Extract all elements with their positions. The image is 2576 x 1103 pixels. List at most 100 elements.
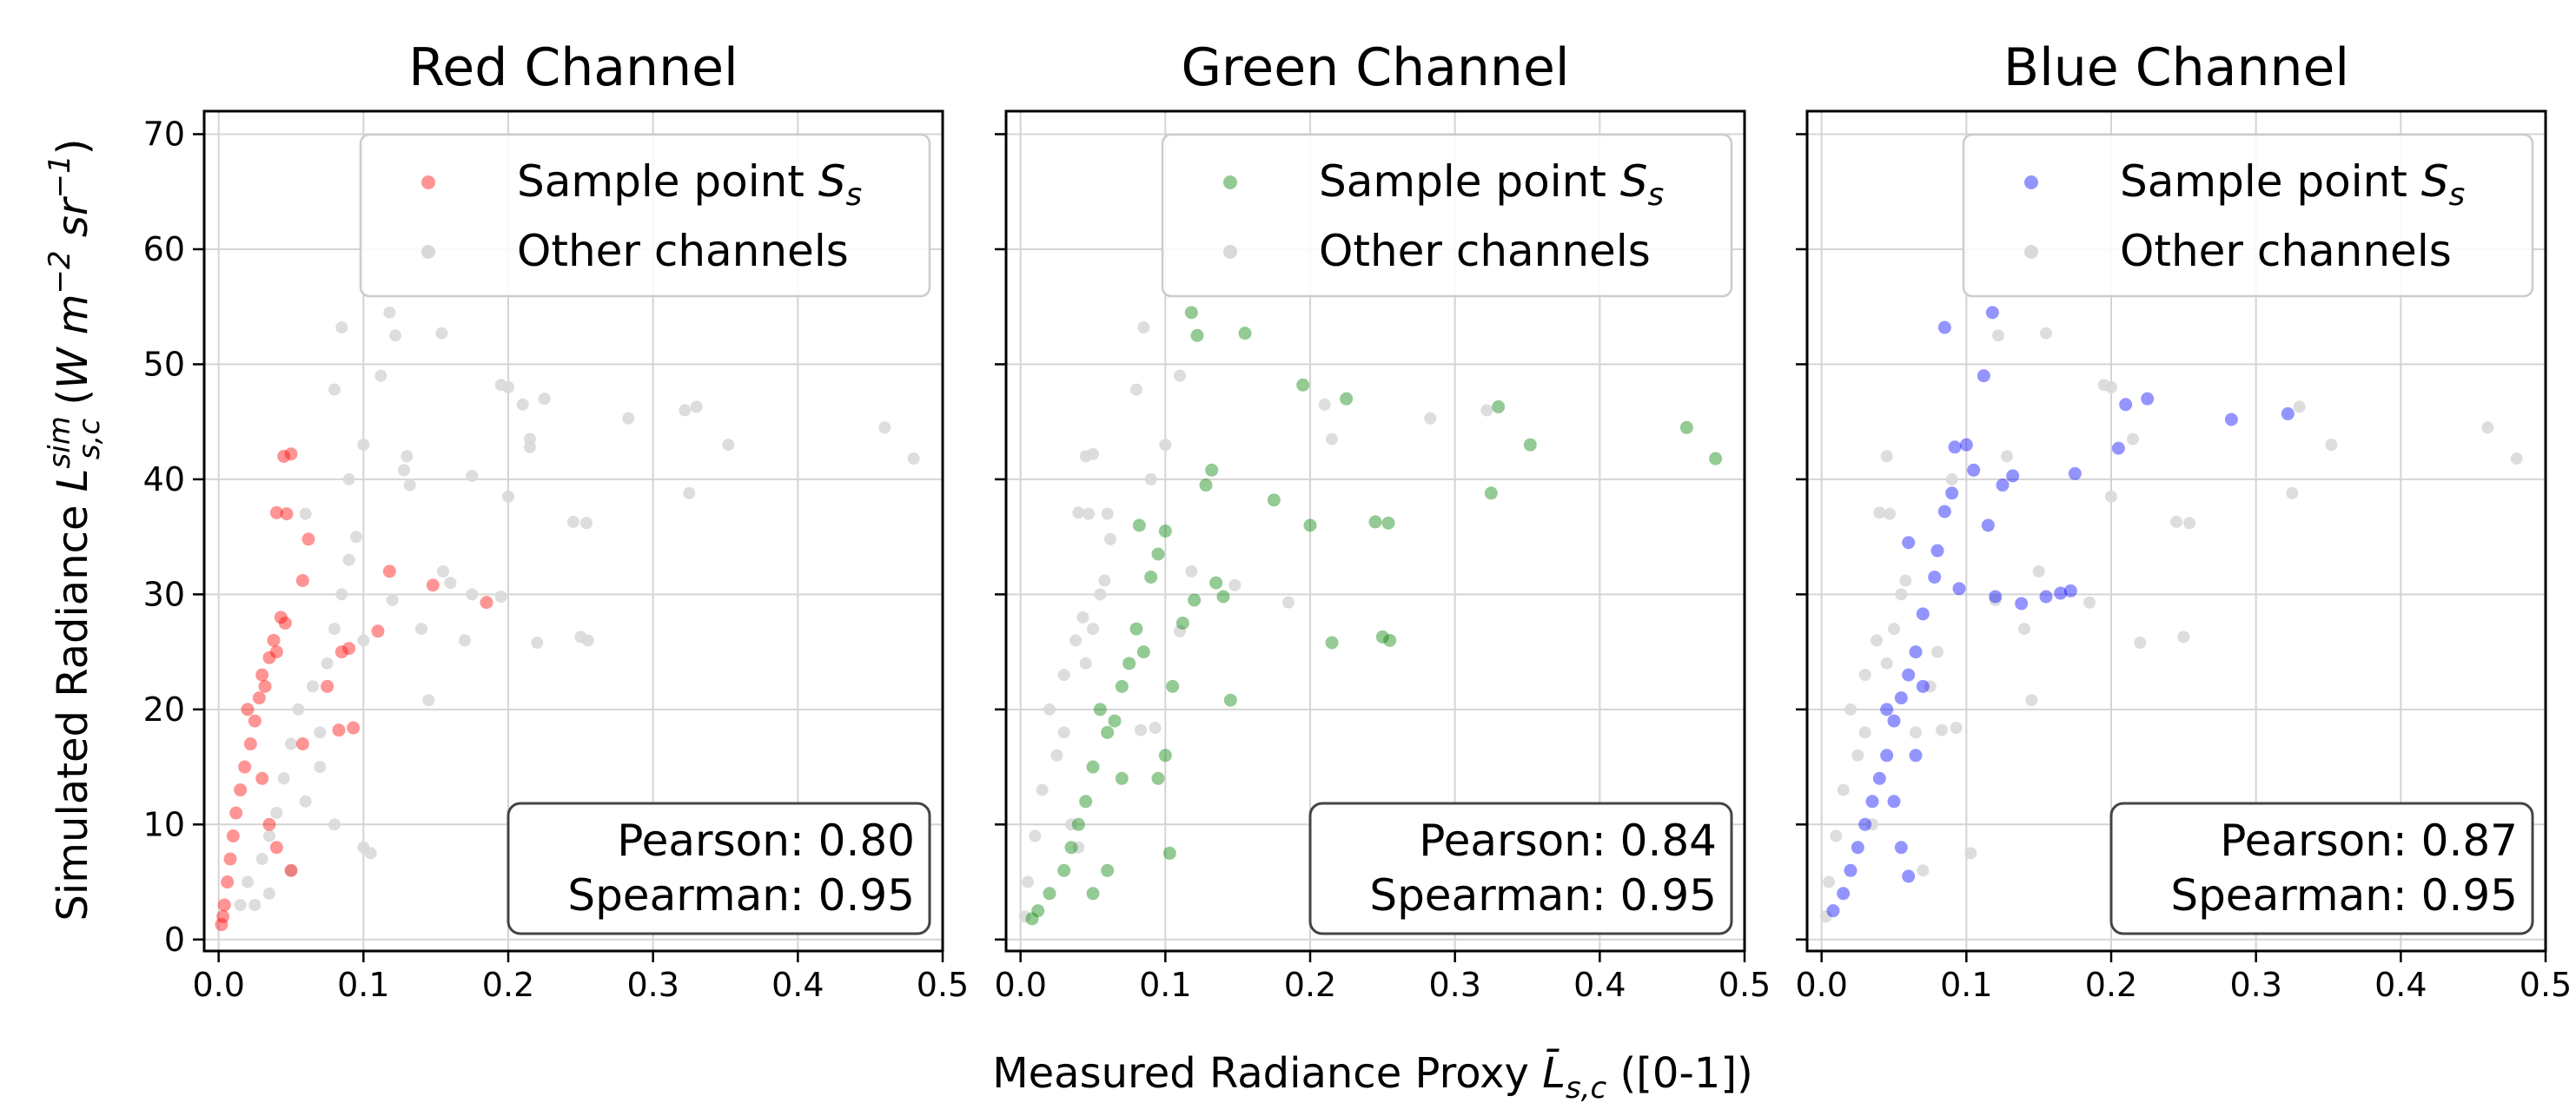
sample-point (295, 573, 309, 587)
x-tick-label: 0.3 (1428, 966, 1480, 1004)
sample-point (221, 875, 235, 889)
sample-point (1190, 328, 1204, 342)
sample-point (1844, 863, 1858, 877)
other-channel-point (2183, 517, 2195, 530)
sample-point (229, 806, 243, 820)
sample-point (1865, 795, 1879, 809)
other-channel-point (401, 450, 414, 463)
legend-sample-label: Sample point Ss (517, 156, 862, 213)
other-channel-point (1424, 412, 1437, 425)
sample-point (255, 771, 269, 785)
other-channel-point (1851, 749, 1864, 762)
other-channel-point (1917, 864, 1930, 877)
other-channel-point (1992, 329, 2004, 342)
sample-point (1158, 525, 1172, 538)
other-channel-point (1065, 818, 1077, 831)
x-tick-label: 0.2 (1284, 966, 1336, 1004)
chart-title: Green Channel (1181, 37, 1569, 98)
sample-point (1025, 912, 1039, 926)
other-channel-point (328, 383, 341, 396)
y-tick-label: 60 (143, 230, 185, 268)
sample-point (2063, 584, 2077, 598)
sample-point (1267, 493, 1281, 507)
sample-point (1928, 570, 1942, 584)
other-channel-point (403, 479, 416, 492)
sample-point (1175, 616, 1189, 630)
axes-frame (202, 109, 944, 953)
other-channel-point (2025, 694, 2038, 707)
sample-point (1837, 887, 1851, 901)
sample-point (1709, 452, 1723, 466)
sample-point (269, 841, 283, 855)
sample-point (347, 721, 361, 735)
other-channel-point (398, 464, 410, 477)
sample-point (1162, 846, 1176, 860)
other-channel-point (1057, 669, 1070, 682)
sample-point (1136, 645, 1150, 659)
sample-point (1902, 869, 1916, 883)
other-channel-point (2018, 623, 2030, 636)
other-channel-point (1823, 875, 1835, 888)
sample-point (1948, 440, 1962, 454)
other-channel-point (2170, 515, 2182, 528)
sample-point (2111, 441, 2125, 455)
sample-point (342, 642, 356, 656)
other-channel-point (1884, 507, 1896, 520)
other-channel-point (502, 490, 514, 503)
x-tick-label: 0.4 (2374, 966, 2427, 1004)
other-channel-point (907, 452, 920, 466)
x-tick-label: 0.5 (917, 966, 969, 1004)
other-channel-point (314, 761, 327, 774)
other-channel-point (1873, 506, 1886, 519)
other-channel-point (307, 680, 319, 693)
chart-title: Red Channel (408, 37, 738, 98)
legend-sample-marker (1223, 175, 1237, 189)
other-channel-point (1837, 783, 1850, 796)
other-channel-point (2105, 490, 2117, 503)
sample-point (243, 737, 257, 751)
other-channel-point (581, 634, 594, 647)
y-tick-label: 0 (164, 921, 185, 959)
sample-point (223, 852, 237, 866)
sample-point (217, 898, 231, 912)
sample-point (1872, 771, 1886, 785)
other-channel-point (567, 515, 579, 528)
other-channel-point (2001, 450, 2013, 463)
other-channel-point (242, 875, 254, 888)
other-channel-point (1079, 657, 1092, 670)
other-channel-point (1185, 565, 1198, 578)
sample-point (1158, 749, 1172, 763)
y-tick-label: 70 (143, 115, 185, 153)
sample-point (480, 596, 493, 610)
chart-title: Blue Channel (2003, 37, 2349, 98)
other-channel-point (683, 486, 696, 499)
scatter-points (1018, 306, 1723, 926)
sample-point (1093, 703, 1107, 717)
other-channel-point (2325, 439, 2338, 452)
x-tick-label: 0.4 (771, 966, 824, 1004)
sample-point (255, 668, 269, 682)
other-channel-point (1880, 657, 1893, 670)
sample-point (1985, 306, 1999, 320)
sample-point (1902, 536, 1916, 550)
other-channel-point (1282, 596, 1295, 609)
legend: Sample point Ss Other channels (359, 133, 931, 298)
other-channel-point (1964, 847, 1977, 860)
other-channel-point (1871, 634, 1883, 647)
sample-point (1977, 369, 1990, 383)
sample-point (1132, 518, 1146, 532)
other-channel-point (2083, 596, 2096, 609)
x-tick-label: 0.2 (482, 966, 534, 1004)
other-channel-point (2481, 421, 2494, 434)
other-channel-point (1130, 383, 1142, 396)
sample-point (241, 703, 255, 717)
other-channel-point (1989, 593, 2002, 606)
legend-other-marker (2024, 245, 2038, 259)
sample-point (321, 679, 334, 693)
x-axis-label: Measured Radiance Proxy L̄s,c ([0-1]) (992, 1048, 1753, 1103)
sample-point (1952, 582, 1966, 596)
scatter-points (215, 306, 920, 932)
sample-point (1887, 795, 1901, 809)
other-channel-point (722, 439, 735, 452)
